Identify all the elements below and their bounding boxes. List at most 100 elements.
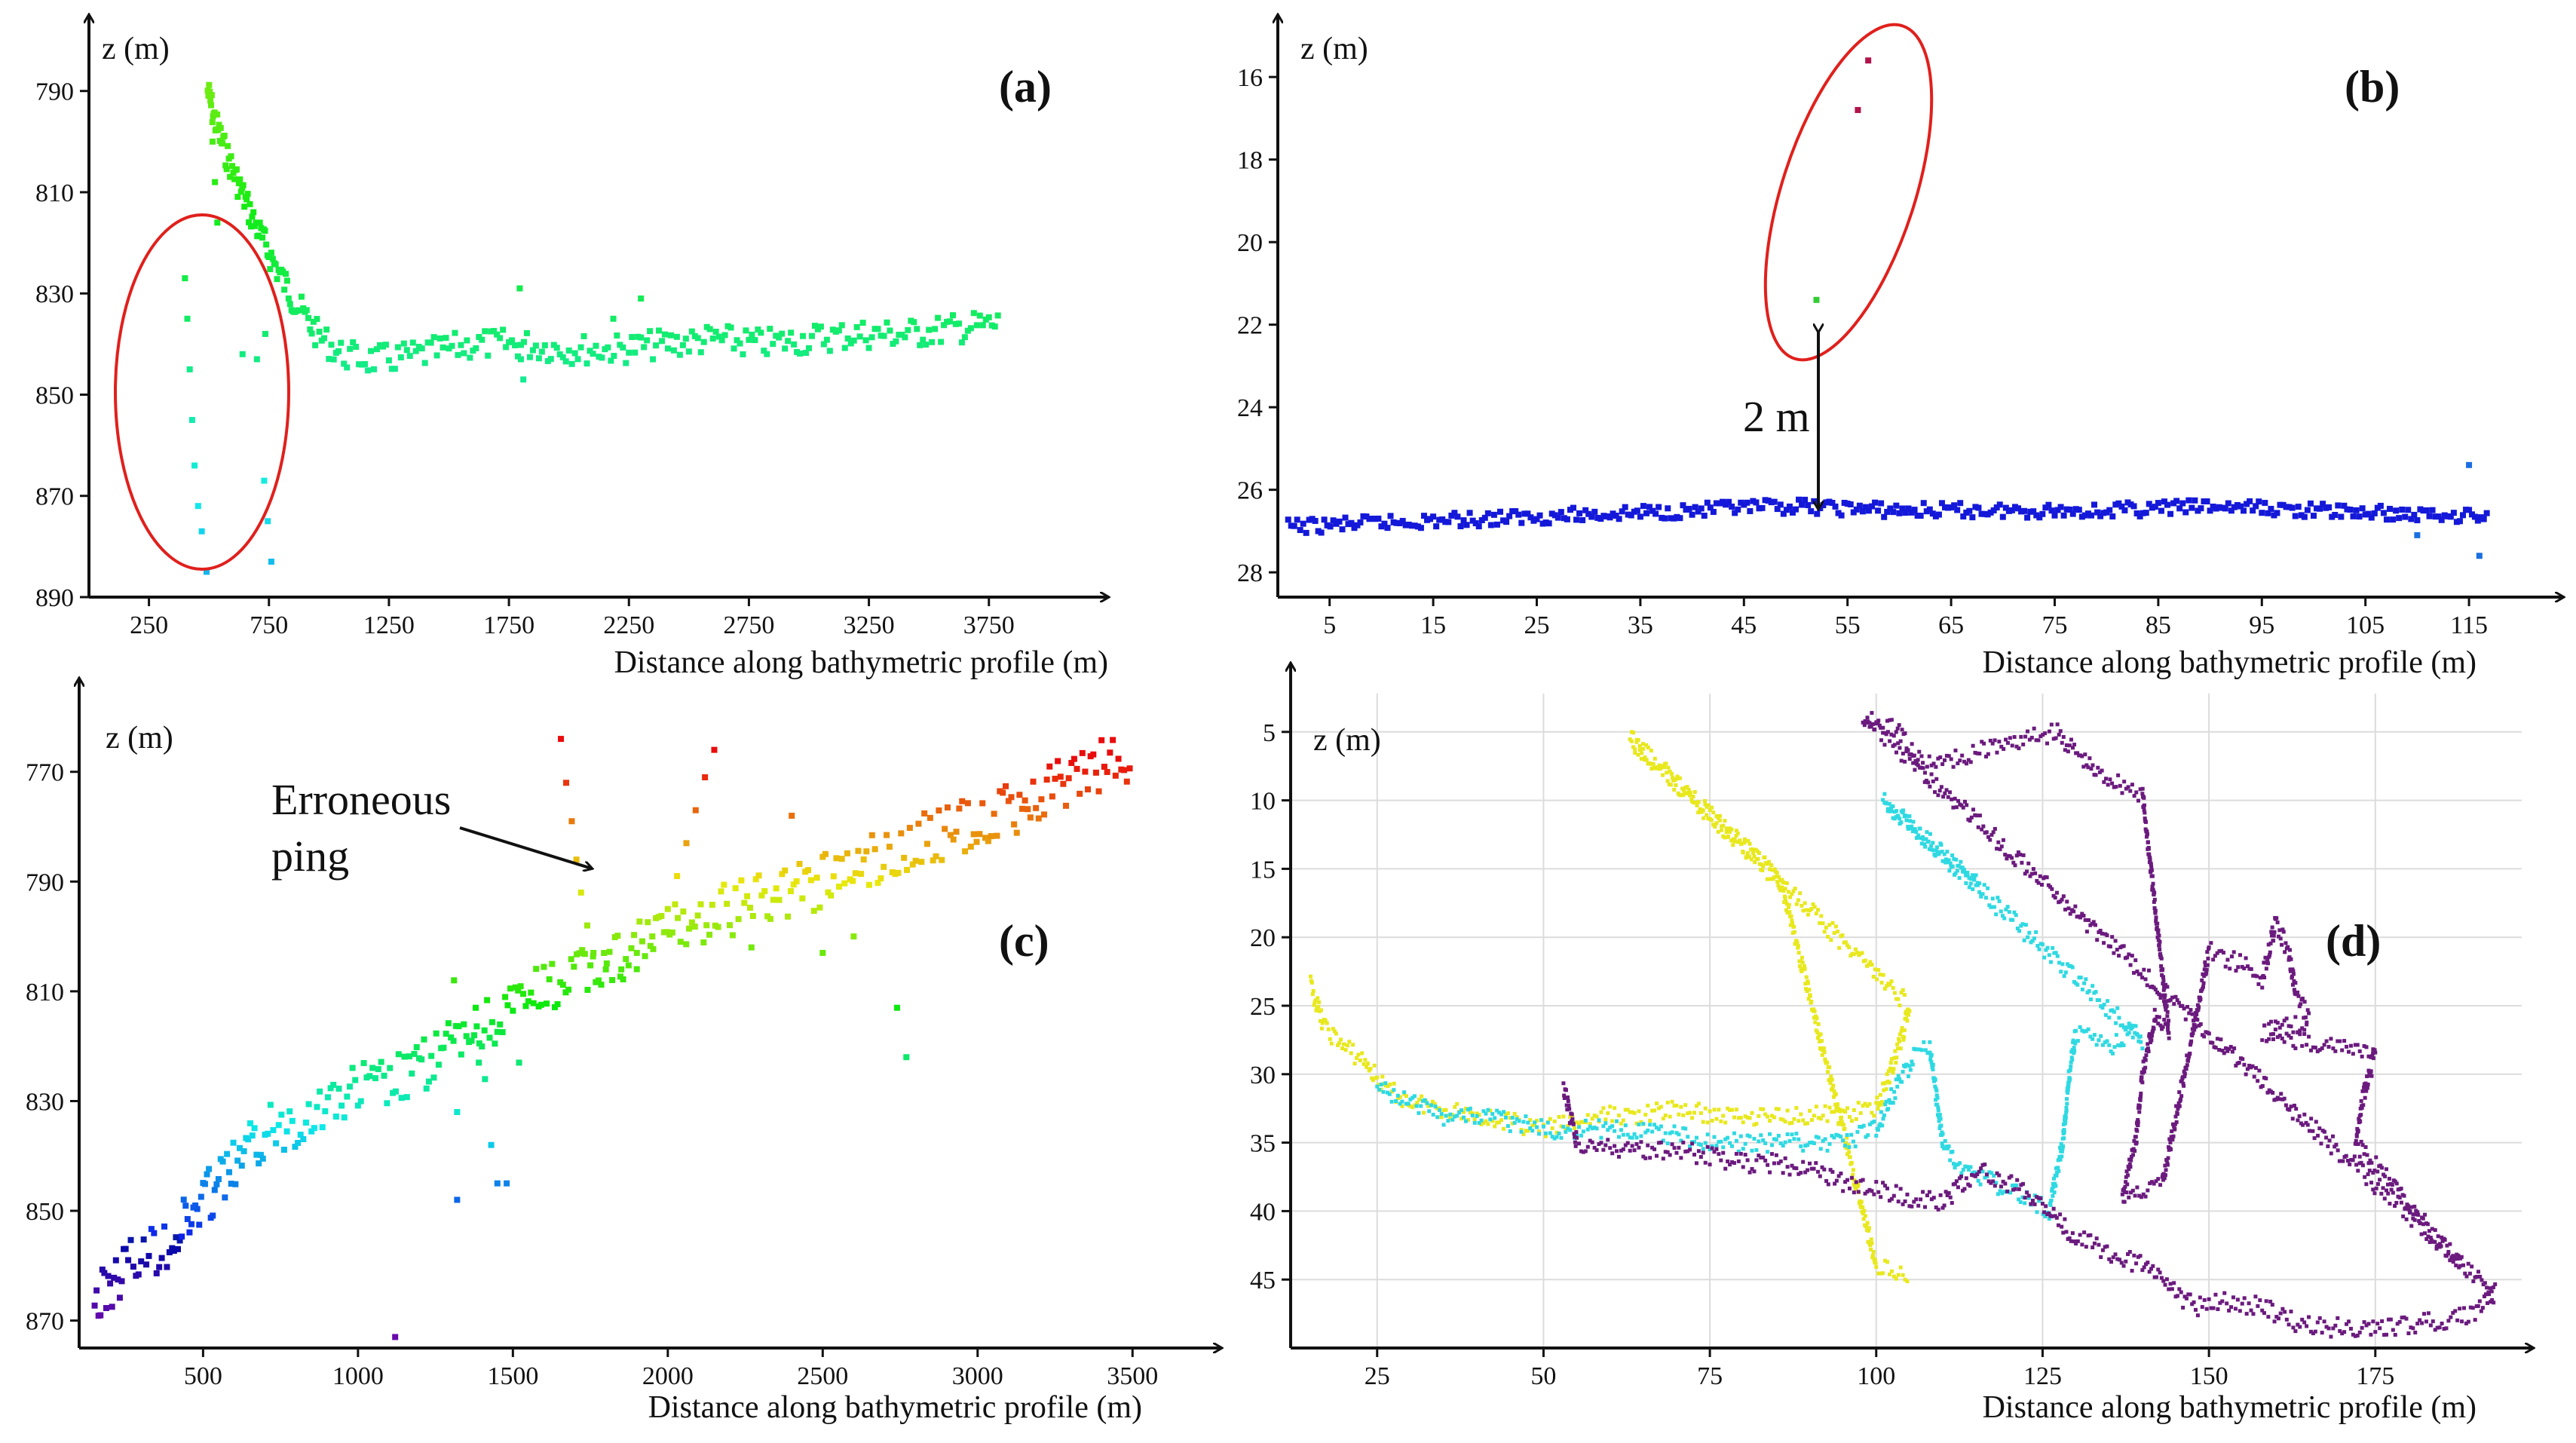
panel-d-point: [2217, 1047, 2222, 1052]
panel-b-ylabel: z (m): [1300, 32, 1368, 66]
panel-d-point: [2297, 1114, 2302, 1119]
panel-d-point: [1906, 1074, 1910, 1079]
panel-b-point: [1832, 503, 1839, 510]
panel-c-x-ticks: 500 1000 1500 2000 2500 3000 3500: [184, 1348, 1158, 1390]
panel-d-point: [2488, 1286, 2492, 1291]
panel-d-point: [1446, 1119, 1450, 1123]
panel-d-point: [1769, 1114, 1774, 1118]
panel-d-point: [1723, 1166, 1728, 1171]
panel-d-point: [2007, 910, 2011, 915]
panel-d-point: [2164, 1168, 2168, 1172]
panel-b-point: [2054, 507, 2061, 513]
panel-c-point: [179, 1233, 185, 1240]
panel-d-point: [2280, 927, 2285, 932]
panel-d-point: [1389, 1099, 1394, 1104]
panel-d-point: [2151, 1264, 2155, 1268]
panel-d-point: [2443, 1253, 2448, 1258]
panel-a-point: [574, 356, 581, 363]
panel-a-point: [755, 326, 761, 333]
panel-d-y-tick-label: 45: [1250, 1267, 1276, 1294]
panel-d-point: [2317, 1048, 2322, 1052]
panel-c-point: [683, 941, 690, 948]
panel-c-point: [454, 1109, 461, 1116]
panel-c-point: [727, 922, 734, 929]
panel-d-point: [1874, 1265, 1879, 1270]
panel-d-point: [1896, 741, 1901, 746]
panel-d-point: [2244, 1312, 2249, 1316]
panel-d-point: [1594, 1126, 1599, 1131]
panel-d-point: [1882, 792, 1887, 796]
panel-d-point: [2182, 1083, 2186, 1088]
panel-d-point: [2068, 911, 2072, 916]
panel-a-point: [385, 357, 392, 363]
panel-d-point: [1825, 1119, 1830, 1123]
panel-d-point: [2087, 756, 2092, 761]
panel-d-point: [2063, 748, 2067, 752]
panel-c-point: [898, 830, 905, 837]
panel-c-point: [295, 1140, 302, 1147]
panel-d-point: [2010, 1183, 2014, 1187]
panel-d-point: [1706, 816, 1711, 821]
panel-b-point: [2341, 502, 2348, 509]
panel-d-point: [1831, 1095, 1836, 1099]
panel-d-point: [1505, 1124, 1510, 1129]
panel-d-point: [1882, 1113, 1886, 1117]
panel-d-x-tick-label: 100: [1857, 1362, 1895, 1390]
panel-d-point: [1770, 868, 1775, 872]
panel-c-annotation-arrow: [459, 826, 592, 869]
panel-c-point: [571, 964, 577, 970]
panel-a-point: [838, 322, 845, 329]
panel-d-point: [2293, 1329, 2298, 1334]
panel-d-point: [1634, 1135, 1639, 1140]
panel-c-point: [568, 956, 574, 963]
panel-d-point: [1891, 734, 1896, 738]
panel-d-point: [2221, 951, 2225, 955]
panel-d-point: [1683, 1149, 1688, 1153]
panel-b-point: [1336, 518, 1343, 525]
panel-b-point: [2014, 505, 2021, 512]
panel-d-point: [1716, 829, 1720, 834]
panel-d-point: [1815, 1016, 1819, 1021]
panel-b-point: [2438, 516, 2445, 523]
panel-d-point: [1654, 1153, 1659, 1158]
panel-d-point: [1845, 1135, 1849, 1140]
panel-c-point: [112, 1257, 119, 1264]
panel-d-point: [1329, 1041, 1334, 1046]
panel-d-point: [2136, 1103, 2141, 1108]
panel-d-point: [1814, 1014, 1818, 1019]
panel-d-point: [2110, 781, 2115, 786]
panel-d-point: [1583, 1149, 1588, 1153]
panel-d-point: [2170, 1129, 2174, 1134]
panel-d-point: [2276, 934, 2280, 939]
panel-d-point: [1783, 1140, 1787, 1144]
panel-d-point: [2202, 1297, 2207, 1302]
panel-b-point: [2198, 505, 2204, 512]
panel-d-point: [2149, 1180, 2154, 1184]
panel-d-point: [2106, 783, 2110, 787]
panel-d-point: [2165, 1163, 2170, 1167]
panel-d-point: [2022, 938, 2026, 942]
panel-c-point: [906, 825, 913, 832]
panel-a-point: [449, 342, 455, 349]
panel-a-point: [253, 356, 260, 363]
panel-d-point: [2365, 1086, 2369, 1090]
panel-c-x-tick-label: 500: [184, 1362, 222, 1390]
panel-d-point: [1806, 997, 1811, 1001]
panel-a-point: [244, 191, 251, 198]
panel-d-point: [2093, 923, 2097, 927]
panel-a-point: [223, 166, 230, 173]
panel-d-point: [2305, 1020, 2309, 1025]
panel-b: 2 m 5 15 25 35 45 55 65 75 85 95 105 115 1618202224…: [1237, 5, 2563, 680]
panel-d-point: [1431, 1112, 1435, 1117]
panel-b-point: [1935, 511, 1942, 518]
panel-d-point: [1768, 1170, 1772, 1175]
panel-d-point: [1781, 1171, 1785, 1175]
panel-c-point: [796, 860, 803, 867]
panel-d-point: [2029, 940, 2033, 945]
panel-d-point: [1881, 798, 1885, 802]
panel-d-point: [2113, 1252, 2118, 1257]
panel-d-point: [1977, 813, 1982, 818]
panel-a-point: [244, 196, 250, 203]
panel-d-point: [1864, 1135, 1868, 1139]
panel-d-point: [1688, 1147, 1692, 1152]
